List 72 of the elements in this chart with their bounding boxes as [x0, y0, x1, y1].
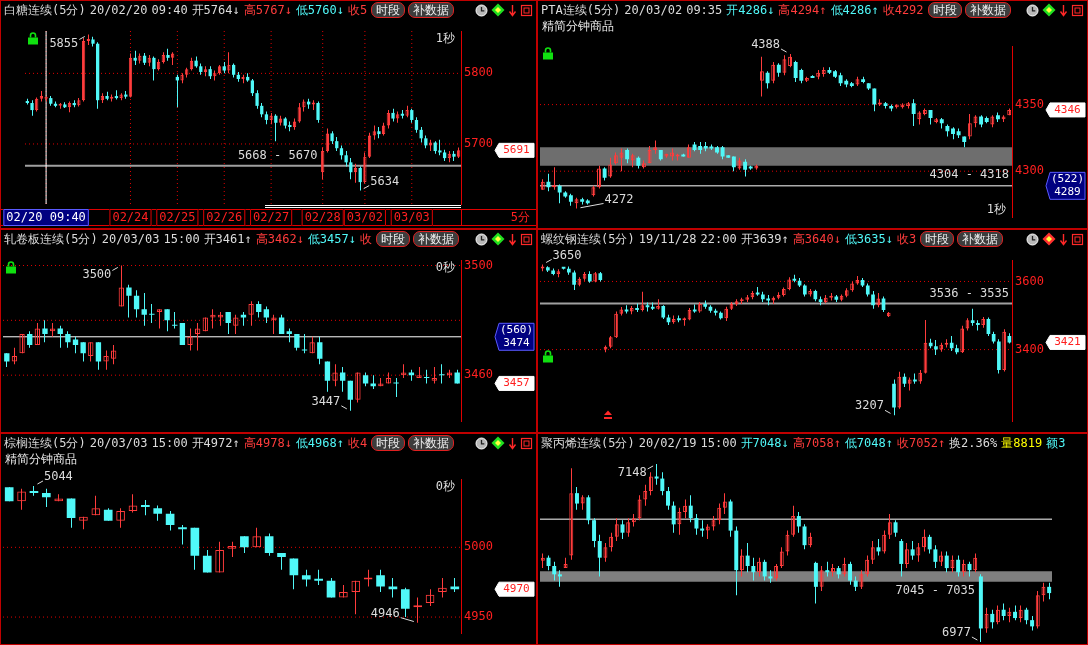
- y-tick-label: 4350: [1015, 96, 1044, 111]
- annotation: 0秒: [435, 260, 456, 275]
- candlestick: [439, 364, 445, 384]
- annotation: 3650: [552, 247, 582, 262]
- annotation: 3500: [82, 266, 112, 281]
- x-tick-label: 02/28: [304, 210, 341, 225]
- chart-subtitle: 精简分钟商品: [541, 19, 615, 34]
- band-label: 3536 - 3535: [929, 286, 1010, 301]
- candlestick: [172, 312, 178, 329]
- annotation: 7148: [617, 465, 647, 480]
- x-axis-title: 5分: [510, 210, 531, 225]
- x-tick-label: 02/25: [159, 210, 196, 225]
- button: 补数据: [413, 231, 459, 247]
- annotation: 3207: [855, 398, 885, 413]
- annotation: 5044: [43, 469, 73, 484]
- x-tick-label: 02/20 09:40: [6, 210, 86, 225]
- y-tick-label: 4950: [464, 609, 493, 624]
- chart-title: 聚丙烯连续(5分) 20/02/19 15:00 开7048↓ 高7058↑ 低7048↑ 收7052↑ 换2.36% 量8819 额3: [541, 435, 1066, 450]
- ref-line-label: (560) 3474: [499, 323, 534, 350]
- candlestick: [301, 334, 308, 354]
- y-tick-label: 3500: [464, 257, 493, 272]
- text: 4346: [1054, 102, 1081, 116]
- button: 补数据: [408, 2, 455, 18]
- button: 补数据: [408, 435, 455, 451]
- button: 时段: [371, 435, 406, 451]
- text: 3421: [1054, 335, 1081, 349]
- button: 时段: [927, 2, 962, 18]
- button: 补数据: [957, 231, 1004, 247]
- button: 补数据: [964, 2, 1011, 18]
- chart-title: 螺纹钢连续(5分) 19/11/28 22:00 开3639↑ 高3640↓ 低3635↓ 收3: [541, 230, 917, 248]
- y-tick-label: 3460: [464, 367, 493, 382]
- annotation: 1秒: [435, 31, 456, 46]
- button: 时段: [920, 231, 955, 247]
- x-tick-label: 03/02: [346, 210, 383, 225]
- text: 5691: [503, 143, 530, 157]
- button: 时段: [371, 2, 406, 18]
- chart-title: 轧卷板连续(5分) 20/03/03 15:00 开3461↑ 高3462↓ 低3457↓ 收: [4, 230, 372, 248]
- annotation: 3447: [311, 393, 341, 408]
- text: 3457: [503, 376, 530, 390]
- y-tick-label: 5800: [464, 65, 493, 80]
- ref-line-label: (522) 4289: [1050, 172, 1085, 199]
- y-tick-label: 3400: [1015, 341, 1044, 356]
- x-tick-label: 02/24: [112, 210, 149, 225]
- y-tick-label: 5700: [464, 136, 493, 151]
- candlestick: [913, 373, 917, 384]
- annotation: 6977: [941, 625, 971, 640]
- annotation: 4272: [604, 191, 634, 206]
- candlestick: [393, 377, 399, 398]
- y-tick-label: 4300: [1015, 163, 1044, 178]
- band-label: 5668 - 5670: [237, 148, 318, 163]
- annotation: 5855: [49, 35, 79, 50]
- band-label: 7045 - 7035: [895, 582, 976, 597]
- band-label: 4304 - 4318: [929, 166, 1010, 181]
- chart-title: 棕榈连续(5分) 20/03/03 15:00 开4972↑ 高4978↓ 低4968↑ 收4: [4, 434, 368, 452]
- annotation: 1秒: [986, 201, 1007, 216]
- text: 4970: [503, 582, 530, 596]
- y-tick-label: 3600: [1015, 273, 1044, 288]
- x-tick-label: 02/27: [253, 210, 290, 225]
- candlestick: [178, 525, 187, 545]
- button: 时段: [376, 231, 410, 247]
- x-tick-label: 02/26: [206, 210, 243, 225]
- annotation: 4388: [751, 37, 781, 52]
- annotation: 5634: [370, 173, 400, 188]
- chart-title: 白糖连续(5分) 20/02/20 09:40 开5764↓ 高5767↓ 低5760↓ 收5: [4, 1, 368, 19]
- chart-title: PTA连续(5分) 20/03/02 09:35 开4286↓ 高4294↑ 低4286↑ 收4292: [541, 1, 924, 19]
- candlestick: [976, 320, 980, 331]
- x-tick-label: 03/03: [393, 210, 430, 225]
- chart-subtitle: 精简分钟商品: [4, 452, 78, 467]
- annotation: 0秒: [435, 479, 456, 494]
- annotation: 4946: [370, 605, 400, 620]
- y-tick-label: 5000: [464, 539, 493, 554]
- candlestick: [149, 303, 155, 324]
